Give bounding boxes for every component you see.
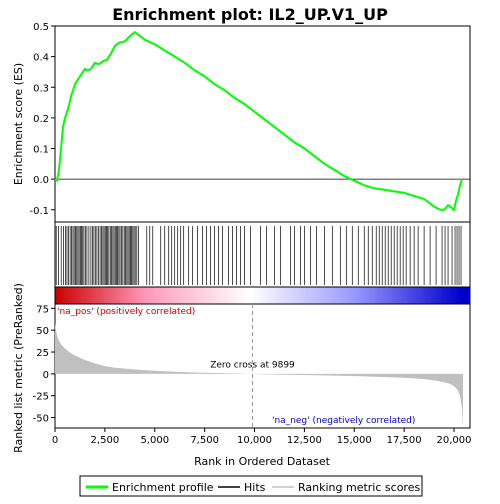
legend: Enrichment profile Hits Ranking metric sco… [86,481,420,494]
ranking-color-bar [54,286,471,305]
metric-y-axis: -50 -25 0 25 50 75 [33,304,55,425]
zero-cross-label: Zero cross at 9899 [210,361,295,371]
x-axis: 0 2,500 5,000 7,500 10,000 12,500 15,000 17,500… [52,428,472,446]
hits-panel-frame [54,221,471,288]
positive-correlation-label: 'na_pos' (positively correlated) [57,307,195,317]
es-y-tick-label: 0.0 [33,175,49,186]
x-tick-label: 5,000 [140,435,169,446]
x-tick-label: 17,500 [387,435,422,446]
metric-y-tick-label: 25 [36,348,49,359]
x-tick-label: 15,000 [337,435,372,446]
metric-y-tick-label: -25 [33,392,49,403]
legend-enrichment-label: Enrichment profile [112,481,214,494]
x-tick-label: 2,500 [91,435,120,446]
ranking-metric-area [55,323,463,428]
legend-metric-label: Ranking metric scores [298,481,420,494]
x-tick-label: 10,000 [237,435,272,446]
es-y-tick-label: 0.3 [33,83,49,94]
metric-y-tick-label: 50 [36,326,49,337]
es-y-tick-label: 0.5 [33,22,49,33]
x-tick-label: 0 [52,435,58,446]
x-axis-label: Rank in Ordered Dataset [194,455,331,468]
negative-correlation-label: 'na_neg' (negatively correlated) [272,416,415,426]
metric-y-tick-label: 75 [36,304,49,315]
metric-y-tick-label: -50 [33,414,49,425]
hits-group [55,226,462,285]
es-panel-frame [54,25,471,223]
metric-y-axis-label: Ranked list metric (PreRanked) [12,283,25,453]
es-y-tick-label: 0.1 [33,145,49,156]
legend-box [79,475,423,497]
es-y-tick-label: -0.1 [29,206,49,217]
es-y-axis: -0.1 0.0 0.1 0.2 0.3 0.4 0.5 [29,22,55,217]
x-tick-label: 20,000 [437,435,472,446]
es-y-tick-label: 0.2 [33,114,49,125]
x-tick-label: 7,500 [190,435,219,446]
legend-hits-label: Hits [244,481,266,494]
metric-y-tick-label: 0 [43,370,49,381]
enrichment-profile-line [54,30,463,212]
x-tick-label: 12,500 [287,435,322,446]
chart-title: Enrichment plot: IL2_UP.V1_UP [112,5,388,24]
es-y-axis-label: Enrichment score (ES) [12,63,25,185]
metric-panel-frame [54,303,471,429]
es-y-tick-label: 0.4 [33,53,49,64]
